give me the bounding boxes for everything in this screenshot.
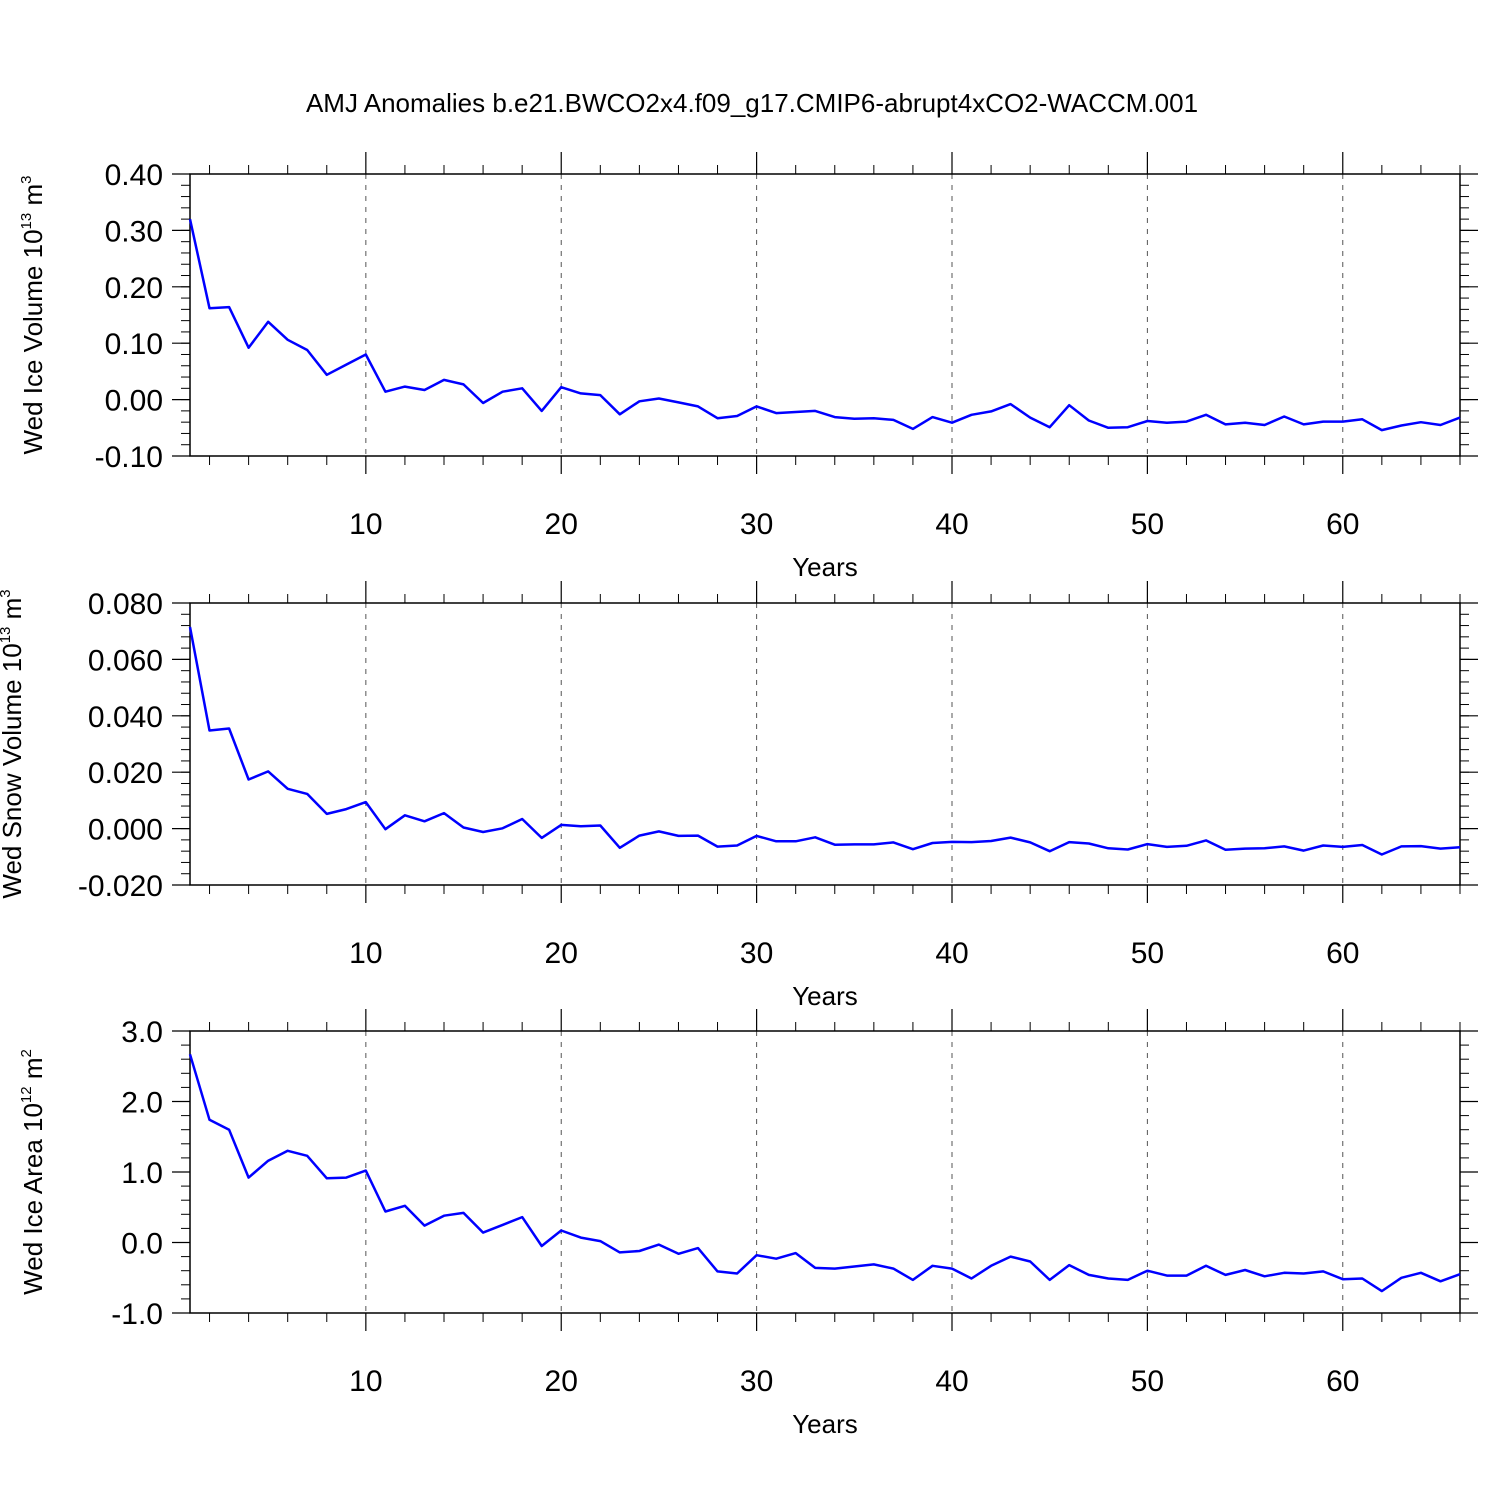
plot-frame [189,173,1461,457]
series-line [188,626,1461,856]
series-line [188,1053,1461,1293]
x-tick-label: 10 [349,937,382,970]
plot-frame [189,1030,1461,1314]
x-tick-label: 50 [1131,508,1164,541]
y-tick-label: 0.020 [88,757,163,790]
x-axis-label: Years [792,1409,858,1439]
y-tick-label: -0.020 [78,870,163,903]
y-tick-label: 1.0 [121,1157,163,1190]
x-tick-label: 40 [935,937,968,970]
x-tick-label: 60 [1326,1365,1359,1398]
y-tick-label: 0.040 [88,701,163,734]
x-tick-label: 50 [1131,937,1164,970]
y-axis-label: Wed Snow Volume 1013 m3 [0,589,27,898]
y-axis-label: Wed Ice Volume 1013 m3 [18,176,48,455]
x-tick-label: 40 [935,508,968,541]
x-tick-label: 20 [545,1365,578,1398]
y-tick-label: 0.10 [105,328,163,361]
x-tick-label: 30 [740,508,773,541]
y-tick-label: 0.060 [88,644,163,677]
chart-title: AMJ Anomalies b.e21.BWCO2x4.f09_g17.CMIP… [306,88,1198,118]
x-axis-label: Years [792,552,858,582]
x-axis-label: Years [792,981,858,1011]
chart-panel-2: 10 20 30 40 50 60 -0.020 0.000 0.020 0.040 0.060 0.… [0,581,1478,1011]
y-tick-label: 3.0 [121,1016,163,1049]
y-tick-label: 0.000 [88,814,163,847]
x-tick-label: 30 [740,1365,773,1398]
y-tick-label: 0.40 [105,159,163,192]
plot-frame [189,602,1461,886]
y-tick-label: 0.080 [88,588,163,621]
x-tick-label: 20 [545,508,578,541]
x-tick-label: 50 [1131,1365,1164,1398]
x-tick-label: 30 [740,937,773,970]
x-tick-label: 20 [545,937,578,970]
x-tick-label: 10 [349,1365,382,1398]
x-tick-label: 60 [1326,508,1359,541]
x-tick-label: 60 [1326,937,1359,970]
y-tick-label: 2.0 [121,1087,163,1120]
y-axis-label: Wed Ice Area 1012 m2 [18,1049,48,1295]
y-tick-label: -1.0 [111,1298,163,1331]
y-tick-label: 0.0 [121,1228,163,1261]
y-tick-label: 0.00 [105,385,163,418]
chart-panel-3: 10 20 30 40 50 60 -1.0 0.0 1.0 2.0 3.0 Years Wed Ice… [18,1009,1478,1439]
y-tick-label: 0.20 [105,272,163,305]
series-line [188,218,1461,432]
x-tick-label: 10 [349,508,382,541]
x-tick-label: 40 [935,1365,968,1398]
y-tick-label: 0.30 [105,215,163,248]
y-tick-label: -0.10 [95,441,163,474]
chart-panel-1: 10 20 30 40 50 60 -0.10 0.00 0.10 0.20 0.30 0.40 Yea… [18,152,1478,582]
